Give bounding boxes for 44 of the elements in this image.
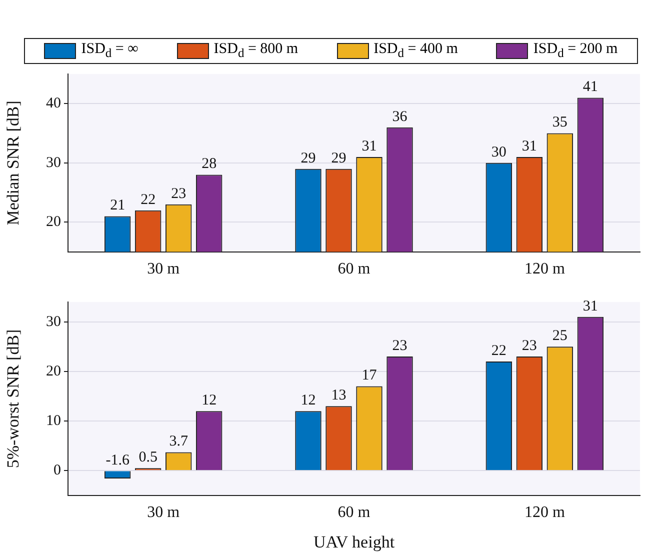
x-tick-label: 120 m bbox=[524, 260, 566, 278]
y-tick-label: 10 bbox=[46, 412, 61, 429]
data-label: 31 bbox=[522, 138, 537, 154]
data-label: 23 bbox=[392, 338, 408, 354]
y-tick-label: 20 bbox=[46, 214, 61, 230]
data-label: 36 bbox=[392, 108, 408, 125]
data-label: 23 bbox=[522, 338, 537, 354]
data-label: 35 bbox=[552, 114, 568, 131]
data-label: 41 bbox=[582, 79, 598, 96]
y-tick-label: 0 bbox=[54, 462, 61, 479]
x-tick-label: 120 m bbox=[524, 504, 566, 522]
legend-label: ISD$_{d}$ = 400 m bbox=[374, 41, 458, 61]
data-label: 22 bbox=[140, 192, 156, 208]
y-tick-label: 30 bbox=[46, 154, 61, 171]
y-tick-label: 20 bbox=[46, 363, 61, 380]
data-label: 22 bbox=[491, 342, 506, 359]
data-label: 25 bbox=[552, 328, 568, 344]
data-label: -1.6 bbox=[106, 452, 130, 469]
y-axis-title: 5%-worst SNR [dB] bbox=[4, 329, 23, 468]
data-label: 12 bbox=[300, 392, 316, 409]
y-tick-label: 40 bbox=[46, 96, 61, 112]
data-label: 31 bbox=[582, 298, 598, 314]
data-label: 30 bbox=[491, 144, 506, 160]
x-tick-label: 30 m bbox=[147, 260, 180, 278]
data-label: 29 bbox=[300, 150, 316, 166]
data-label: 3.7 bbox=[169, 434, 188, 450]
legend-label: ISD$_{d}$ = 200 m bbox=[533, 41, 618, 61]
data-label: 21 bbox=[110, 198, 126, 214]
data-label: 13 bbox=[331, 388, 346, 404]
data-label: 28 bbox=[202, 156, 217, 172]
x-axis-title: UAV height bbox=[313, 532, 395, 552]
x-tick-label: 60 m bbox=[338, 504, 371, 522]
x-tick-label: 60 m bbox=[338, 260, 371, 278]
data-label: 17 bbox=[362, 368, 378, 384]
data-label: 23 bbox=[171, 186, 186, 202]
legend-label: ISD$_{d}$ = ∞ bbox=[81, 41, 138, 61]
y-tick-label: 30 bbox=[46, 314, 61, 330]
data-label: 0.5 bbox=[138, 450, 158, 466]
legend-label: ISD$_{d}$ = 800 m bbox=[214, 41, 298, 61]
data-label: 29 bbox=[331, 150, 346, 166]
x-tick-label: 30 m bbox=[147, 504, 180, 522]
y-axis-title: Median SNR [dB] bbox=[4, 100, 23, 226]
data-label: 31 bbox=[362, 138, 377, 154]
data-label: 12 bbox=[202, 392, 217, 409]
